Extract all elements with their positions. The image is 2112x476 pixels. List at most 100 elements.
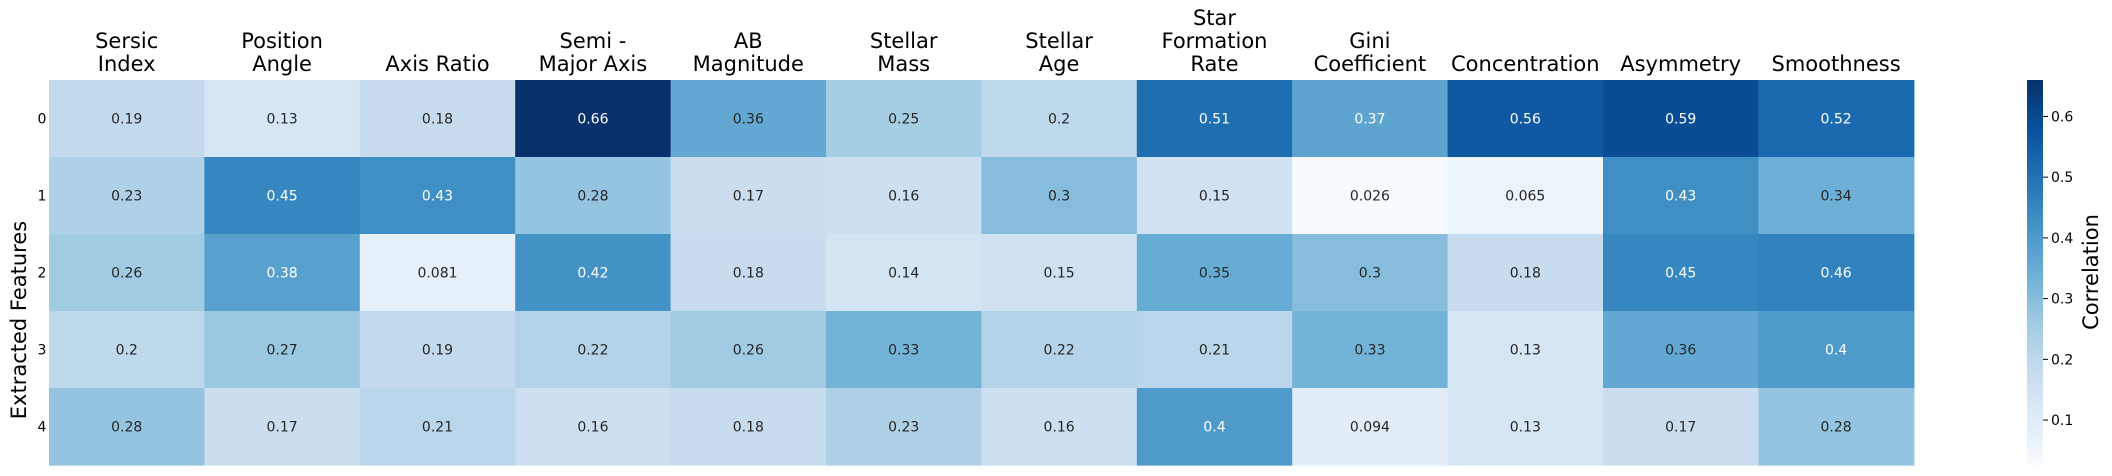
cell-value-label: 0.33	[1354, 343, 1385, 359]
cell-value-label: 0.34	[1821, 189, 1852, 205]
cell-value-label: 0.065	[1505, 189, 1545, 205]
heatmap-cell	[981, 234, 1138, 312]
row-label: 0	[38, 112, 47, 128]
cell-value-label: 0.35	[1199, 266, 1230, 282]
cell-value-label: 0.16	[577, 420, 608, 436]
cell-value-label: 0.25	[888, 112, 919, 128]
cell-value-label: 0.4	[1203, 420, 1225, 436]
cell-value-label: 0.37	[1354, 112, 1385, 128]
heatmap-cell	[1758, 80, 1915, 158]
heatmap-cell	[670, 80, 827, 158]
cell-value-label: 0.18	[1510, 266, 1541, 282]
heatmap-cell	[670, 388, 827, 466]
cell-value-label: 0.23	[111, 189, 142, 205]
heatmap-cell	[1603, 80, 1759, 158]
heatmap-cell	[1292, 311, 1449, 389]
heatmap-cell	[49, 157, 205, 235]
column-labels: Sersic Index Position Angle Axis Ratio Semi -…	[95, 6, 1901, 76]
cell-value-label: 0.36	[1665, 343, 1696, 359]
heatmap-cell	[515, 157, 672, 235]
heatmap-cell	[49, 80, 205, 158]
row-label: 3	[38, 343, 47, 359]
heatmap-cell	[359, 157, 516, 235]
cell-value-label: 0.17	[733, 189, 764, 205]
cell-value-label: 0.26	[733, 343, 764, 359]
cell-value-label: 0.18	[733, 266, 764, 282]
cell-value-label: 0.19	[422, 343, 453, 359]
heatmap-cell	[981, 80, 1138, 158]
heatmap-cell	[204, 234, 361, 312]
cell-value-label: 0.16	[888, 189, 919, 205]
colorbar-title: Correlation	[2079, 214, 2103, 330]
cell-value-label: 0.3	[1359, 266, 1381, 282]
heatmap-cell	[1136, 157, 1293, 235]
heatmap-cell	[359, 388, 516, 466]
heatmap-cell	[1603, 234, 1759, 312]
cell-value-label: 0.45	[1665, 266, 1696, 282]
cell-value-label: 0.4	[1825, 343, 1847, 359]
column-label: Sersic Index	[95, 29, 158, 76]
heatmap-cell	[1603, 388, 1759, 466]
heatmap-cell	[1447, 80, 1604, 158]
cell-value-label: 0.13	[1510, 343, 1541, 359]
cell-value-label: 0.2	[116, 343, 138, 359]
heatmap-cell	[826, 388, 982, 466]
heatmap-cell	[359, 80, 516, 158]
cell-value-label: 0.36	[733, 112, 764, 128]
cell-value-label: 0.33	[888, 343, 919, 359]
cell-value-label: 0.22	[577, 343, 608, 359]
cell-value-label: 0.38	[267, 266, 298, 282]
column-label: Asymmetry	[1620, 52, 1741, 76]
heatmap-cell	[1447, 388, 1604, 466]
row-label: 4	[38, 420, 47, 436]
cell-value-label: 0.17	[267, 420, 298, 436]
cell-value-label: 0.17	[1665, 420, 1696, 436]
heatmap-cell	[826, 80, 982, 158]
heatmap-cell	[1292, 388, 1449, 466]
cell-value-label: 0.094	[1350, 420, 1390, 436]
heatmap-cell	[1758, 388, 1915, 466]
column-label: Semi -Major Axis	[539, 29, 648, 76]
heatmap-cell	[670, 157, 827, 235]
cell-value-label: 0.21	[422, 420, 453, 436]
cell-value-label: 0.28	[577, 189, 608, 205]
heatmap-cell	[1136, 311, 1293, 389]
column-label: Stellar Mass	[870, 29, 938, 76]
column-label: Concentration	[1451, 52, 1600, 76]
row-labels: 0 1 2 3 4	[38, 112, 47, 436]
cell-value-label: 0.21	[1199, 343, 1230, 359]
heatmap-cell	[204, 311, 361, 389]
column-label: Gini Coefficient	[1314, 29, 1427, 76]
heatmap-cell	[981, 311, 1138, 389]
heatmap-cell	[981, 388, 1138, 466]
heatmap-cell	[49, 234, 205, 312]
cell-value-label: 0.28	[111, 420, 142, 436]
cell-value-label: 0.2	[1048, 112, 1070, 128]
column-label: Stellar Age	[1025, 29, 1093, 76]
cell-value-label: 0.14	[888, 266, 919, 282]
cell-value-label: 0.081	[417, 266, 457, 282]
colorbar	[2027, 80, 2043, 465]
cell-value-label: 0.18	[733, 420, 764, 436]
cell-value-label: 0.3	[1048, 189, 1070, 205]
heatmap-cell	[515, 234, 672, 312]
cell-value-label: 0.16	[1044, 420, 1075, 436]
cell-value-label: 0.15	[1044, 266, 1075, 282]
heatmap-cell	[1136, 80, 1293, 158]
heatmap-cell	[826, 234, 982, 312]
cell-value-label: 0.13	[1510, 420, 1541, 436]
heatmap-cell	[49, 311, 205, 389]
colorbar-tick-label: 0.1	[2051, 413, 2073, 429]
cell-value-label: 0.51	[1199, 112, 1230, 128]
heatmap-cell	[1758, 311, 1915, 389]
heatmap-cell	[49, 388, 205, 466]
cell-value-label: 0.59	[1665, 112, 1696, 128]
heatmap-cell	[1603, 157, 1759, 235]
heatmap-cell	[1447, 234, 1604, 312]
colorbar-tick-label: 0.5	[2051, 170, 2073, 186]
heatmap-cell	[1603, 311, 1759, 389]
cell-value-label: 0.28	[1821, 420, 1852, 436]
cell-value-label: 0.27	[267, 343, 298, 359]
cell-value-label: 0.45	[267, 189, 298, 205]
column-label: Star Formation Rate	[1162, 6, 1268, 76]
